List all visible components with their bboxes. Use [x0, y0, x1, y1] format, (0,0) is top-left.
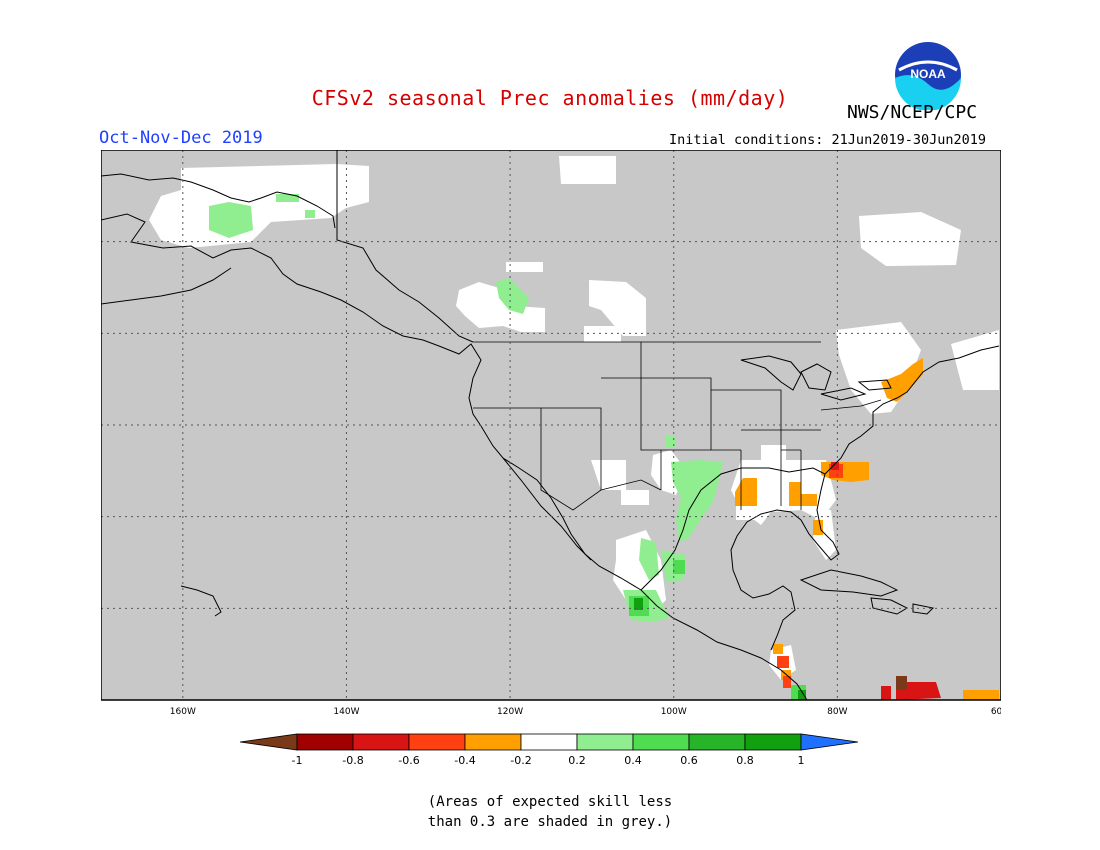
map-title: CFSv2 seasonal Prec anomalies (mm/day)	[311, 86, 789, 110]
noaa-logo: NOAA	[895, 42, 961, 110]
colorbar-label: 1	[798, 754, 805, 767]
axis-labels: 70N60N50N40N30N20N10N160W140W120W100W80W…	[170, 707, 1001, 717]
skill-note-line-1: (Areas of expected skill less	[427, 794, 673, 810]
skill-note: (Areas of expected skill less than 0.3 a…	[0, 792, 1100, 832]
colorbar-swatch	[352, 733, 410, 751]
colorbar-label: -0.6	[398, 754, 419, 767]
colorbar-swatch	[296, 733, 354, 751]
negative-anomaly-extreme	[896, 676, 907, 690]
colorbar-label: 0.6	[680, 754, 698, 767]
coastlines	[101, 150, 1000, 701]
colorbar-label: -0.2	[510, 754, 531, 767]
longitude-label: 120W	[497, 707, 523, 717]
colorbar-label: 0.8	[736, 754, 754, 767]
season-label: Oct-Nov-Dec 2019	[99, 128, 263, 148]
longitude-label: 140W	[333, 707, 359, 717]
colorbar-label: -0.4	[454, 754, 475, 767]
colorbar-swatch	[744, 733, 802, 751]
colorbar-swatch	[688, 733, 746, 751]
colorbar: -1 -0.8 -0.6 -0.4 -0.2 0.2 0.4 0.6 0.8 1	[239, 733, 859, 767]
initial-conditions-label: Initial conditions: 21Jun2019-30Jun2019	[669, 132, 986, 148]
anomaly-map: 70N60N50N40N30N20N10N160W140W120W100W80W…	[101, 150, 1001, 717]
colorbar-low-extension	[239, 733, 298, 751]
colorbar-label: -0.8	[342, 754, 363, 767]
colorbar-label: 0.2	[568, 754, 586, 767]
longitude-label: 60W	[991, 707, 1001, 717]
colorbar-high-extension	[800, 733, 859, 751]
colorbar-swatch	[576, 733, 634, 751]
colorbar-label: -1	[292, 754, 303, 767]
positive-anomaly-dark	[634, 598, 806, 700]
positive-anomaly-light	[209, 194, 723, 622]
longitude-label: 80W	[827, 707, 847, 717]
colorbar-swatch	[464, 733, 522, 751]
neutral-anomaly-regions	[149, 156, 999, 680]
colorbar-swatch	[632, 733, 690, 751]
state-borders	[473, 341, 882, 511]
graticule	[101, 150, 1001, 700]
longitude-label: 160W	[170, 707, 196, 717]
skill-note-line-2: than 0.3 are shaded in grey.)	[427, 814, 673, 830]
map-frame	[101, 150, 1001, 701]
colorbar-swatch	[520, 733, 578, 751]
noaa-logo-text: NOAA	[910, 67, 946, 81]
organization-label: NWS/NCEP/CPC	[847, 102, 978, 123]
longitude-label: 100W	[661, 707, 687, 717]
colorbar-label: 0.4	[624, 754, 642, 767]
negative-anomaly-medium	[777, 464, 843, 688]
great-lakes	[740, 355, 892, 401]
colorbar-swatch	[408, 733, 466, 751]
